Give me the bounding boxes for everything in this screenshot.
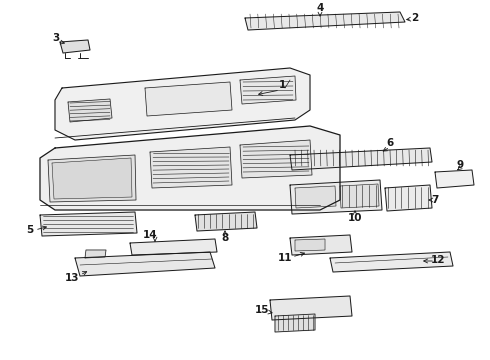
Text: 12: 12	[431, 255, 445, 265]
Text: 15: 15	[255, 305, 269, 315]
Polygon shape	[40, 126, 340, 210]
Polygon shape	[240, 140, 312, 178]
Polygon shape	[245, 12, 405, 30]
Polygon shape	[290, 148, 432, 170]
Polygon shape	[290, 235, 352, 255]
Polygon shape	[295, 239, 325, 251]
Polygon shape	[150, 147, 232, 188]
Text: 4: 4	[317, 3, 324, 13]
Polygon shape	[290, 180, 382, 214]
Text: 6: 6	[387, 138, 393, 148]
Polygon shape	[340, 184, 379, 208]
Polygon shape	[85, 250, 106, 258]
Text: 8: 8	[221, 233, 229, 243]
Text: 9: 9	[457, 160, 464, 170]
Polygon shape	[52, 158, 132, 199]
Polygon shape	[130, 239, 217, 255]
Text: 2: 2	[412, 13, 418, 23]
Polygon shape	[270, 296, 352, 320]
Polygon shape	[40, 212, 137, 236]
Polygon shape	[275, 314, 315, 332]
Polygon shape	[68, 99, 112, 122]
Text: 3: 3	[52, 33, 60, 43]
Text: 13: 13	[65, 273, 79, 283]
Polygon shape	[240, 76, 296, 104]
Polygon shape	[195, 212, 257, 231]
Text: 10: 10	[348, 213, 362, 223]
Polygon shape	[435, 170, 474, 188]
Text: 5: 5	[26, 225, 34, 235]
Polygon shape	[295, 186, 336, 208]
Polygon shape	[48, 155, 136, 202]
Polygon shape	[385, 185, 432, 211]
Polygon shape	[60, 40, 90, 53]
Text: 11: 11	[278, 253, 292, 263]
Text: 1: 1	[278, 80, 286, 90]
Polygon shape	[75, 252, 215, 276]
Polygon shape	[330, 252, 453, 272]
Text: 7: 7	[431, 195, 439, 205]
Polygon shape	[55, 68, 310, 140]
Polygon shape	[145, 82, 232, 116]
Text: 14: 14	[143, 230, 157, 240]
